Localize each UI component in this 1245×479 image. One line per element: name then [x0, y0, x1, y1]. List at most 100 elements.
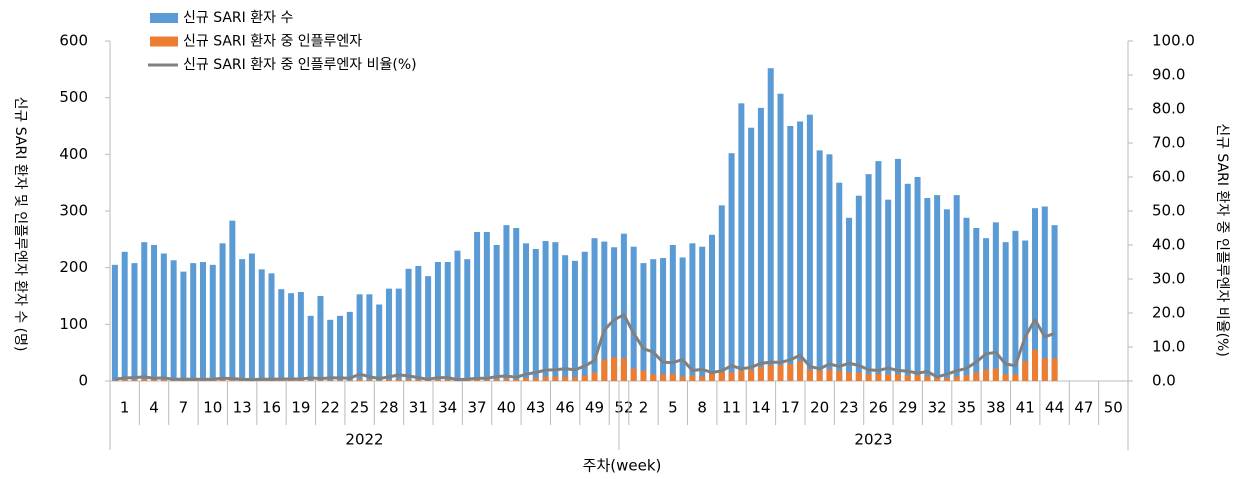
bar	[151, 379, 158, 381]
bar	[405, 379, 412, 381]
bar	[513, 228, 520, 381]
y2-tick-label: 30.0	[1152, 270, 1185, 288]
bar	[1012, 374, 1019, 381]
bar	[718, 205, 725, 381]
bar	[229, 220, 236, 381]
bar	[591, 372, 598, 381]
bar	[748, 369, 755, 381]
y2-tick-label: 50.0	[1152, 202, 1185, 220]
bar	[894, 158, 901, 381]
bar	[464, 259, 471, 381]
bar	[806, 114, 813, 382]
bar	[894, 374, 901, 381]
y-tick-label: 200	[59, 258, 88, 276]
bar	[581, 375, 588, 381]
x-group-label: 2022	[345, 431, 383, 449]
bar	[904, 183, 911, 381]
bar	[728, 372, 735, 381]
bar	[826, 369, 833, 381]
bar	[1051, 225, 1058, 381]
bar	[1032, 349, 1039, 381]
bar	[611, 357, 618, 381]
y-axis-title: 신규 SARI 환자 및 인플루엔자 환자 수 (명)	[12, 97, 28, 352]
bar	[190, 263, 197, 381]
bar	[121, 251, 128, 381]
bar	[1002, 242, 1009, 381]
x-tick-label: 1	[120, 399, 130, 417]
y-tick-label: 100	[59, 315, 88, 333]
bar	[434, 262, 441, 381]
bar	[385, 379, 392, 381]
bar	[660, 374, 667, 381]
bar	[738, 103, 745, 381]
bar	[405, 268, 412, 381]
bar	[562, 255, 569, 381]
bar	[376, 380, 383, 381]
bar	[757, 366, 764, 381]
bar	[503, 225, 510, 381]
x-tick-label: 11	[722, 399, 741, 417]
bar	[699, 246, 706, 381]
bar	[131, 263, 138, 381]
bar	[571, 260, 578, 381]
x-axis-title: 주차(week)	[583, 457, 662, 475]
bar	[278, 289, 285, 381]
bar	[904, 375, 911, 381]
bar	[395, 379, 402, 381]
bar	[571, 377, 578, 381]
bar	[562, 376, 569, 381]
bar	[356, 294, 363, 381]
bar	[356, 379, 363, 381]
bar	[738, 370, 745, 381]
bar	[963, 375, 970, 381]
bar	[111, 264, 118, 381]
bar	[1012, 230, 1019, 381]
bar	[767, 365, 774, 381]
bar	[552, 376, 559, 381]
bar	[669, 373, 676, 381]
x-tick-label: 44	[1045, 399, 1064, 417]
x-tick-label: 43	[526, 399, 545, 417]
y2-tick-label: 70.0	[1152, 134, 1185, 152]
bar	[757, 107, 764, 381]
bar	[943, 378, 950, 381]
bar	[708, 234, 715, 381]
bar	[327, 319, 334, 381]
bar	[836, 370, 843, 381]
bar	[581, 251, 588, 381]
bar	[337, 380, 344, 381]
bar	[777, 93, 784, 381]
bar	[503, 378, 510, 381]
y2-axis-title: 신규 SARI 환자 중 인플루엔자 비율(%)	[1214, 123, 1230, 357]
x-tick-label: 7	[179, 399, 189, 417]
bar	[914, 375, 921, 381]
bar	[513, 379, 520, 381]
x-tick-label: 47	[1074, 399, 1093, 417]
y-tick-label: 600	[59, 32, 88, 50]
x-tick-label: 10	[203, 399, 222, 417]
bar	[385, 288, 392, 381]
bar	[523, 243, 530, 381]
bar	[787, 364, 794, 381]
bar	[493, 245, 500, 381]
bar	[934, 378, 941, 381]
bar	[973, 228, 980, 381]
bar	[699, 376, 706, 381]
bar	[483, 379, 490, 381]
bar	[591, 238, 598, 381]
bar	[650, 374, 657, 381]
bar	[317, 296, 324, 381]
bar	[297, 292, 304, 381]
x-tick-label: 25	[350, 399, 369, 417]
bar	[611, 247, 618, 381]
bar	[180, 271, 187, 381]
bar	[307, 380, 314, 381]
bar	[620, 358, 627, 381]
bar	[297, 380, 304, 381]
bar	[846, 217, 853, 381]
bar	[532, 378, 539, 381]
bar	[376, 304, 383, 381]
bar	[1002, 374, 1009, 381]
bar	[493, 379, 500, 381]
bar	[679, 376, 686, 381]
